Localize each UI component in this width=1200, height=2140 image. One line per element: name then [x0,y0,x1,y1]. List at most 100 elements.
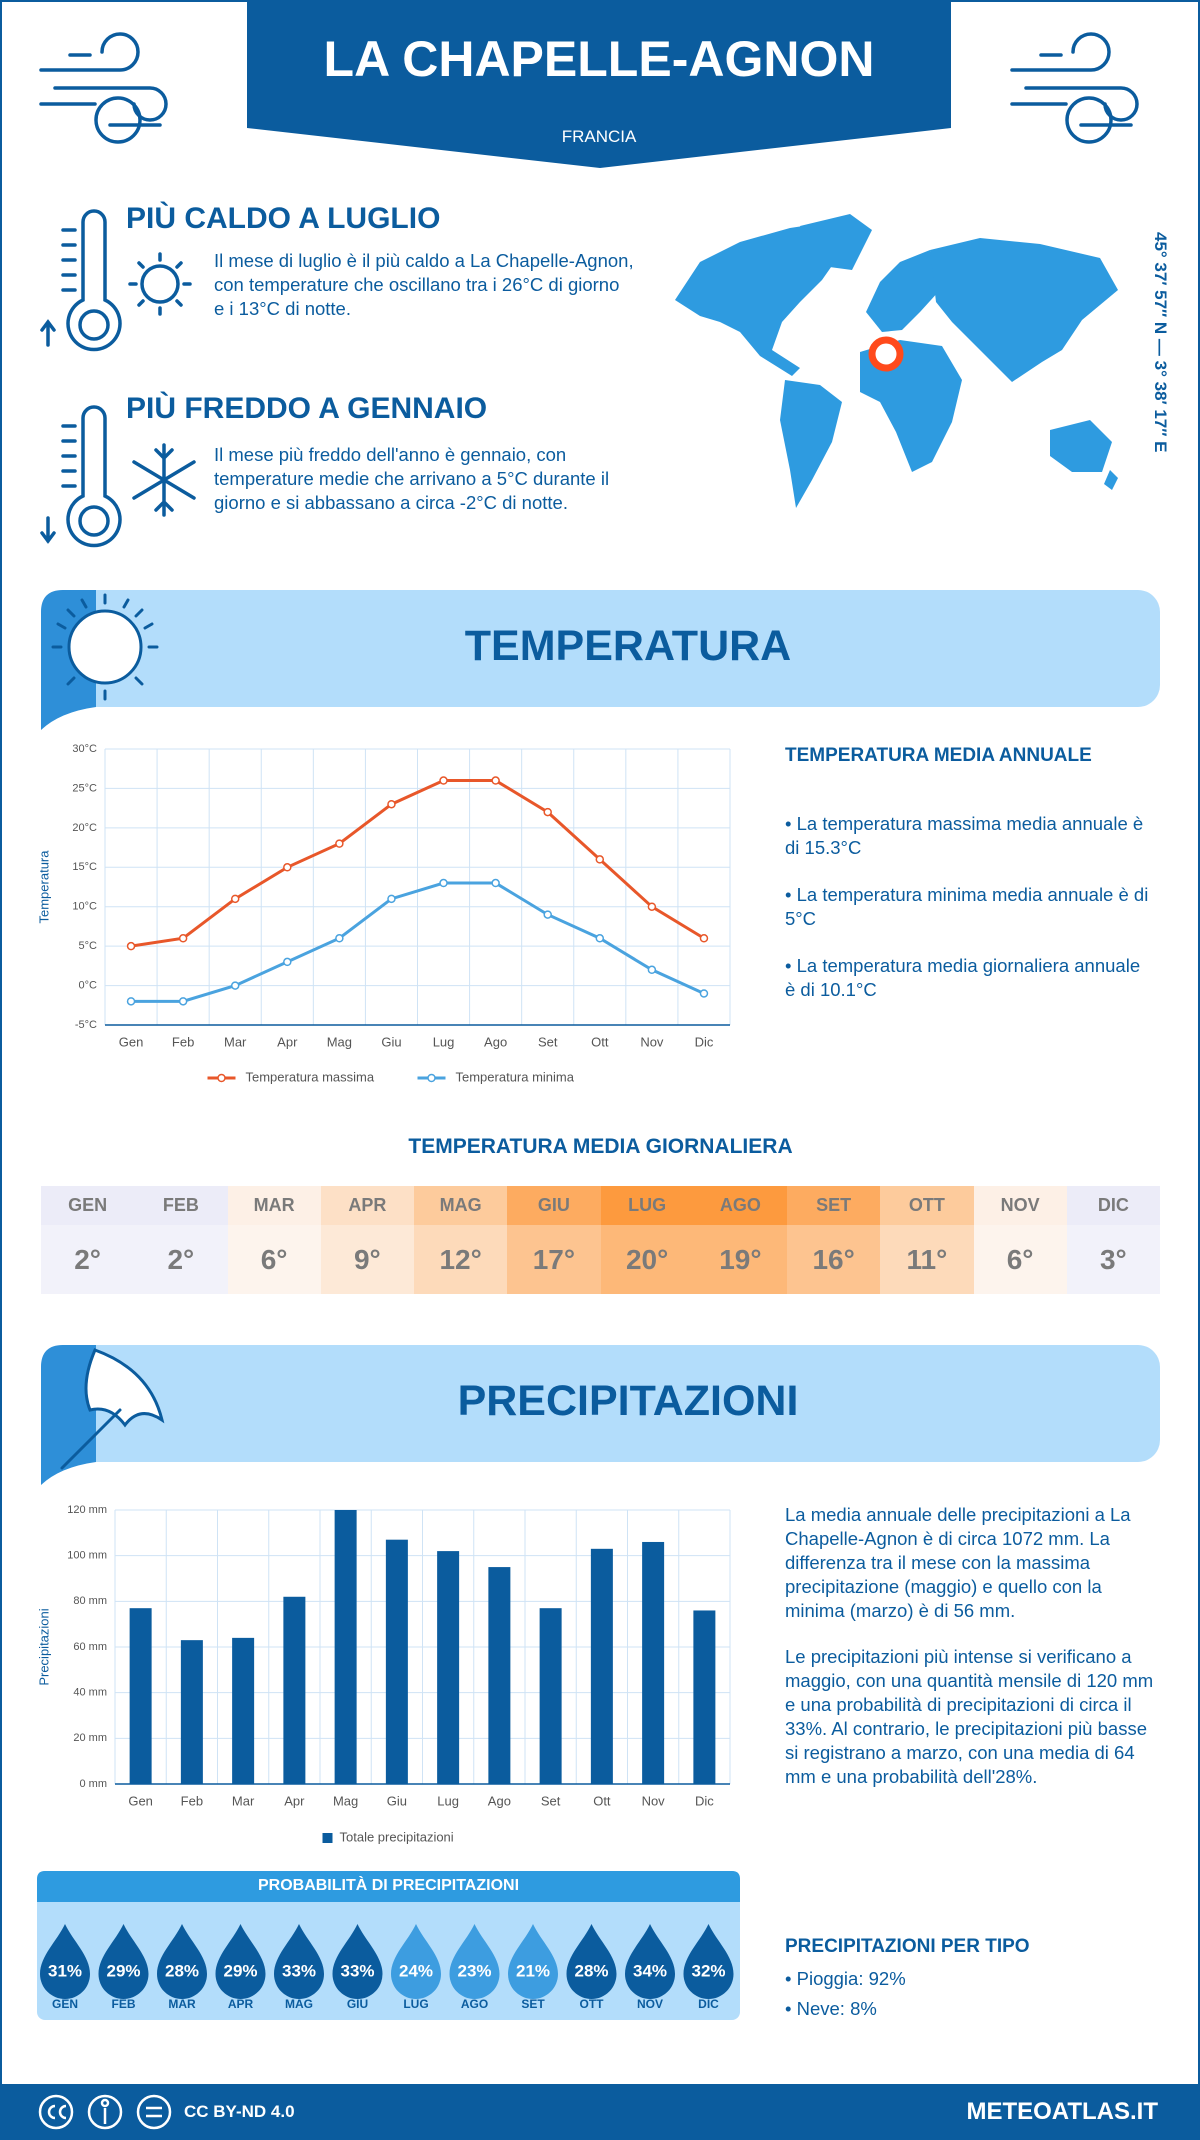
probability-value: 33% [282,1961,316,1980]
y-tick-label: 5°C [79,940,98,952]
y-tick-label: 10°C [72,901,97,913]
point [126,997,136,1006]
probability-value: 29% [223,1961,257,1980]
precipitation-paragraph: La media annuale delle precipitazioni a … [785,1504,1131,1621]
probability-box [37,1871,740,2020]
point [335,934,344,943]
y-axis-label: Precipitazioni [36,1608,51,1685]
wind-icon [39,32,168,144]
month-value: 19° [693,1225,787,1294]
wind-icon [1010,32,1139,144]
highlight-text: Il mese più freddo dell'anno è gennaio, … [214,444,610,513]
country: FRANCIA [561,127,637,146]
table-title: TEMPERATURA MEDIA GIORNALIERA [408,1135,793,1158]
point [126,941,136,951]
point [335,839,344,848]
point [387,894,396,904]
point [439,776,448,785]
legend-marker [427,1073,436,1083]
bar [488,1567,511,1784]
probability-month: LUG [403,1997,428,2011]
point [387,799,396,809]
month-value: 11° [880,1225,974,1294]
month-header: OTT [880,1186,974,1225]
month-header: AGO [693,1186,787,1225]
point [283,957,292,967]
highlight-title: PIÙ FREDDO A GENNAIO [126,392,488,425]
charts: -5°C 0°C 5°C 10°C 15°C 20°C 25°C 30°C Temperatur… [36,743,734,2011]
bar [129,1608,152,1784]
type-item: • Neve: 8% [785,1998,877,2019]
daily-temperature-table: GEN 2° FEB 2° MAR 6° APR 9° MAG 12° GIU 17° LUG 20° AG… [41,1186,1160,1294]
table-column: AGO 19° [693,1186,787,1294]
y-tick-label: 80 mm [73,1595,107,1607]
probability-month: OTT [580,1997,605,2011]
summary-bullet: • La temperatura massima media annuale è… [785,813,1144,858]
y-tick-label: 100 mm [67,1550,107,1562]
month-value: 17° [507,1225,601,1294]
probability-drop [683,1924,734,1999]
month-value: 6° [227,1225,321,1294]
bar [539,1608,562,1784]
x-tick-label: Dic [695,1793,714,1808]
x-tick-label: Nov [640,1034,664,1049]
month-header: GIU [507,1186,601,1225]
probability-month: AGO [461,1997,488,2011]
sun-icon [51,593,159,701]
table-column: OTT 11° [880,1186,974,1294]
x-tick-label: Dic [695,1034,714,1049]
probability-drop [566,1924,617,1999]
probability-drop [98,1924,149,1999]
umbrella-icon [60,1348,165,1470]
x-tick-label: Mag [327,1034,352,1049]
y-tick-label: 0 mm [80,1778,108,1790]
header-band [247,0,951,168]
x-tick-label: Gen [119,1034,144,1049]
probability-drop [40,1924,90,1999]
license: CC BY-ND 4.0 [184,2102,295,2121]
summary-title: TEMPERATURA MEDIA ANNUALE [785,745,1092,766]
month-header: GEN [41,1186,135,1225]
y-tick-label: 25°C [72,782,97,794]
x-tick-label: Lug [437,1793,459,1808]
month-header: SET [787,1186,881,1225]
type-title: PRECIPITAZIONI PER TIPO [785,1936,1030,1957]
precipitation-paragraph: Le precipitazioni più intense si verific… [785,1646,1154,1787]
probability-value: 28% [165,1961,199,1980]
x-tick-label: Apr [277,1034,298,1049]
x-tick-label: Nov [642,1793,666,1808]
x-tick-label: Mag [333,1793,358,1808]
footer-band [0,2084,1200,2140]
highlight-title: PIÙ CALDO A LUGLIO [126,202,441,235]
x-tick-label: Giu [381,1034,401,1049]
probability-value: 23% [457,1961,491,1980]
section-title: TEMPERATURA [464,622,792,670]
x-tick-label: Apr [284,1793,305,1808]
point [647,902,657,911]
probability-value: 32% [691,1961,725,1980]
probability-value: 29% [106,1961,140,1980]
point [491,776,500,785]
highlight-text: Il mese di luglio è il più caldo a La Ch… [214,250,634,319]
probability-month: MAR [168,1997,196,2011]
month-value: 16° [787,1225,881,1294]
bar [232,1637,255,1784]
probability-drop [391,1924,441,1999]
page-title: LA CHAPELLE-AGNON [323,31,875,87]
x-tick-label: Feb [172,1034,194,1049]
probability-value: 34% [633,1961,667,1980]
y-tick-label: 30°C [72,743,97,755]
thermometer-cold-icon [40,405,196,548]
x-tick-label: Ott [593,1793,611,1808]
probability-value: 28% [574,1961,608,1980]
probability-month: GEN [52,1997,78,2011]
month-header: DIC [1066,1186,1160,1225]
month-value: 6° [973,1225,1067,1294]
x-tick-label: Gen [128,1793,153,1808]
coordinates: 45° 37′ 57″ N — 3° 38′ 17″ E [1151,232,1170,453]
month-value: 2° [41,1225,135,1294]
month-value: 12° [414,1225,508,1294]
point [699,989,709,998]
